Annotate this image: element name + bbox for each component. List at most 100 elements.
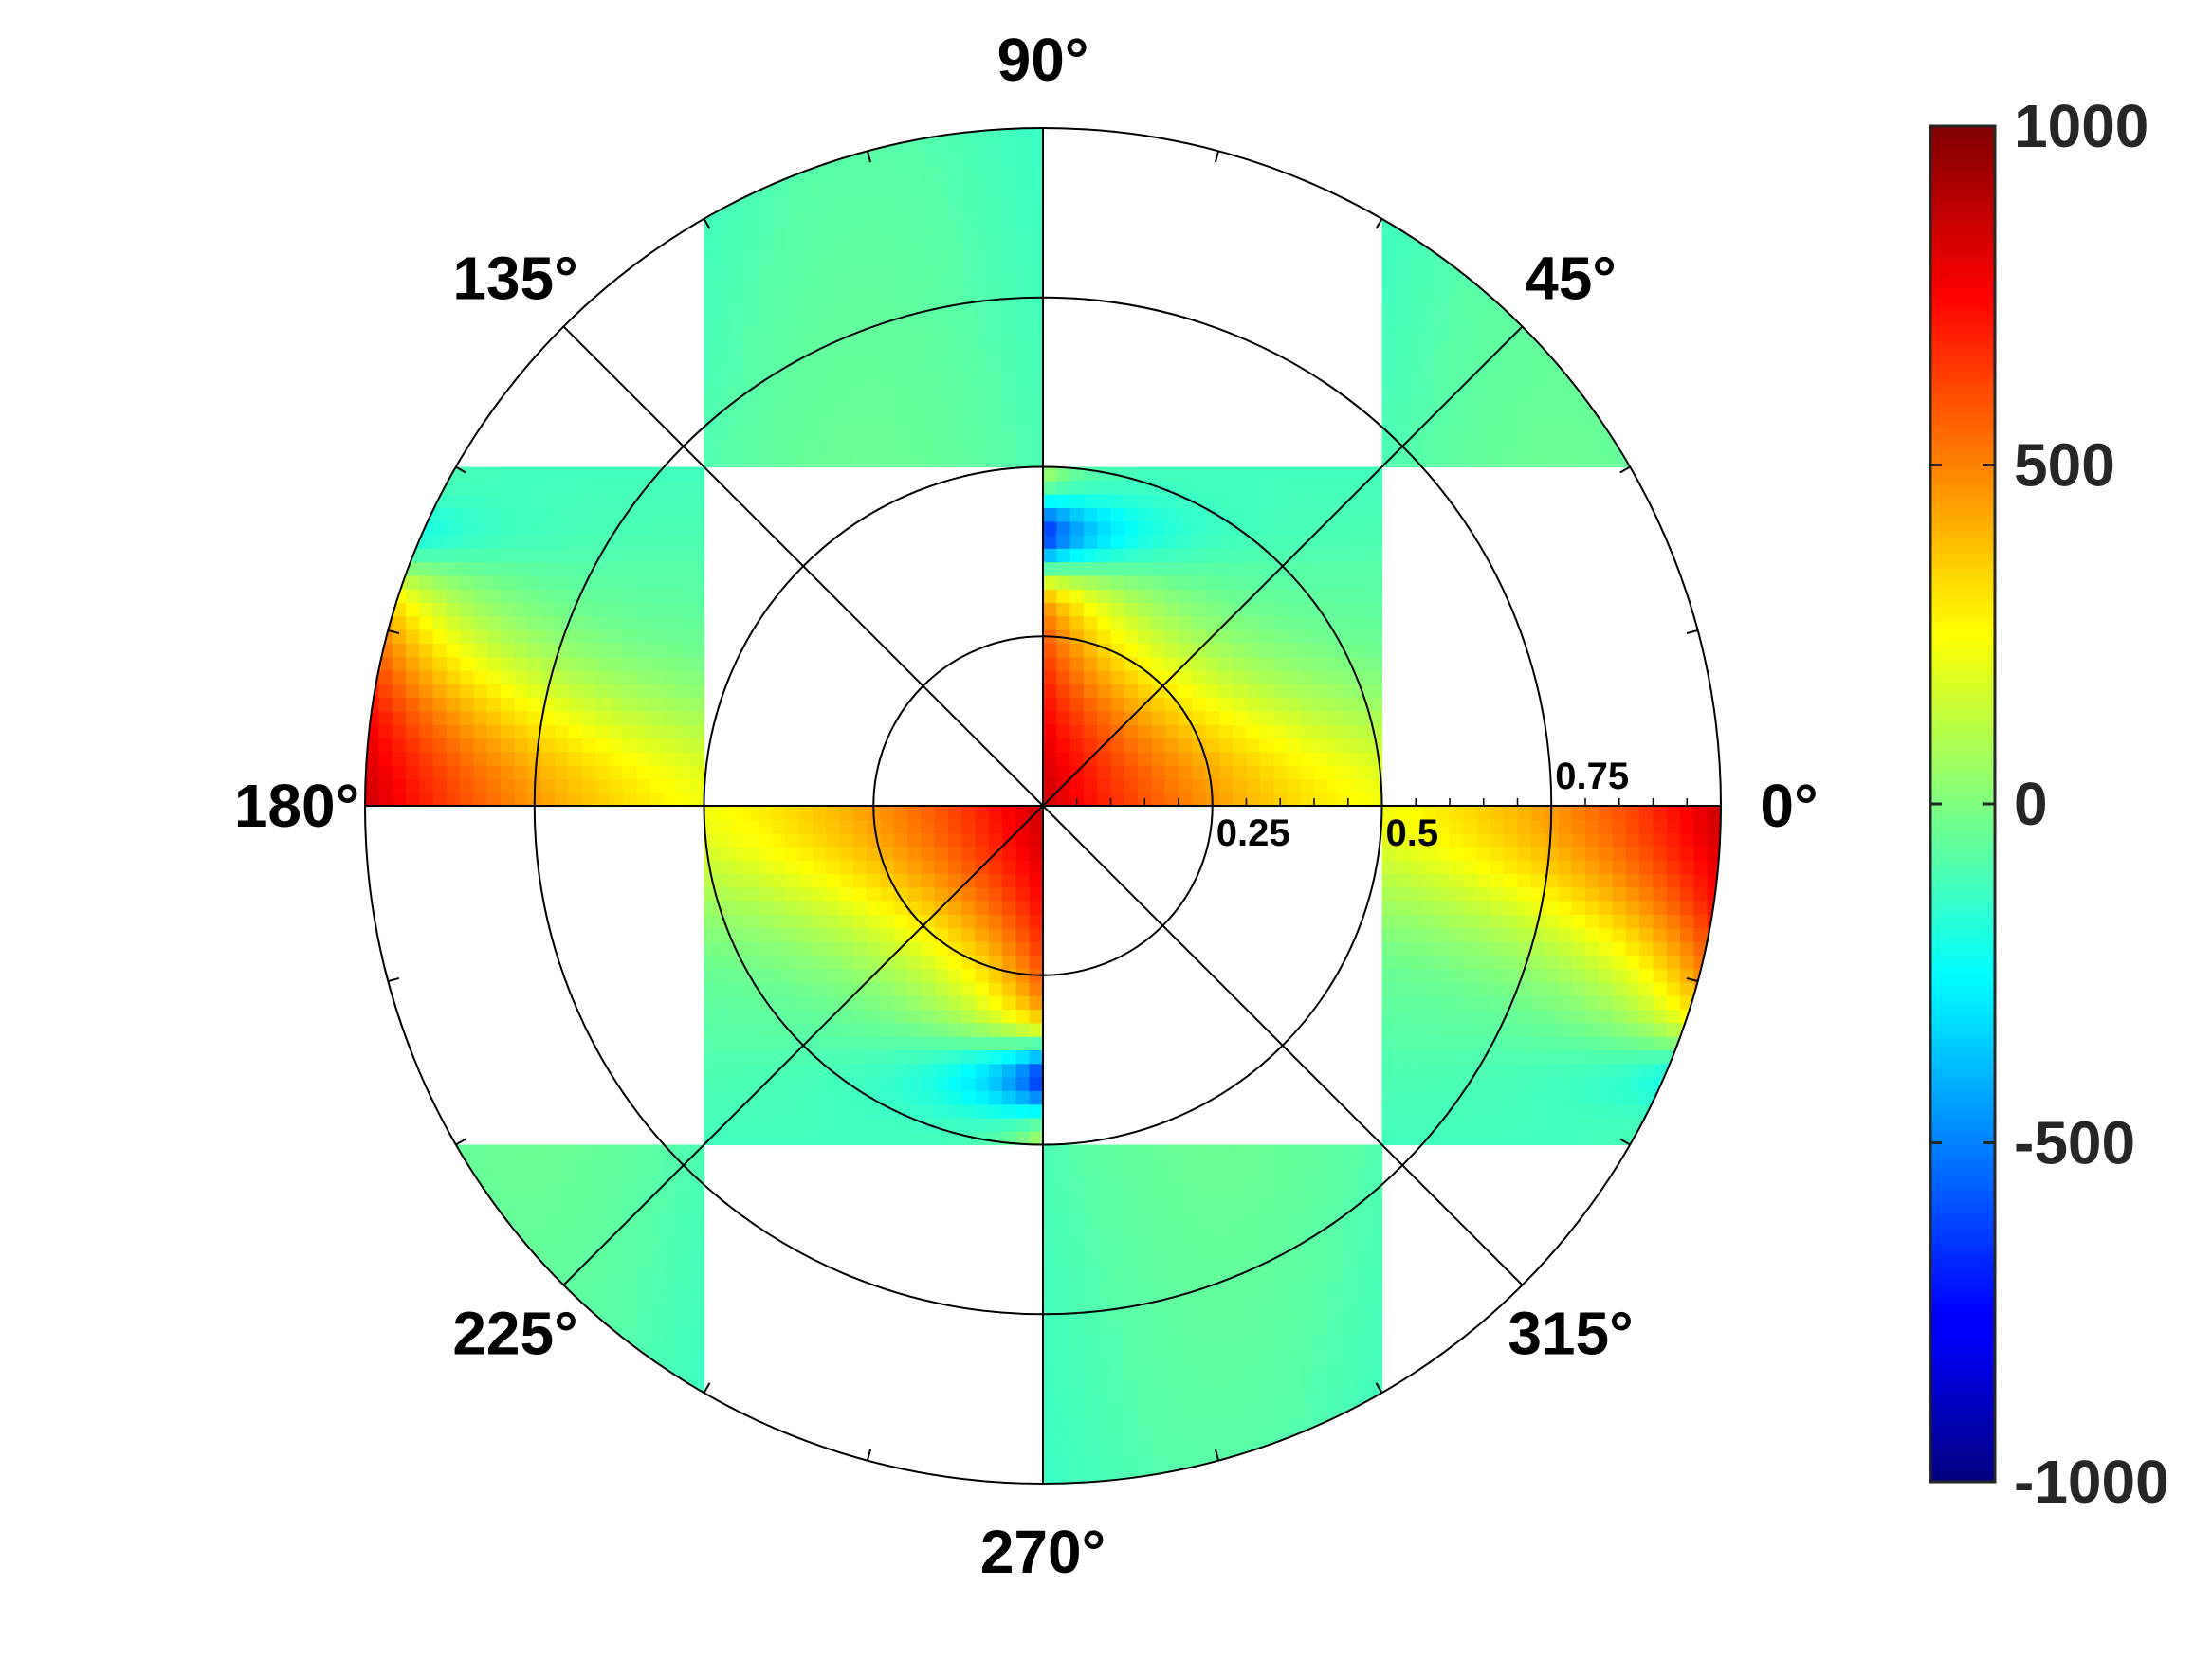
- heatmap-cell: [527, 697, 542, 712]
- heatmap-cell: [527, 494, 542, 508]
- heatmap-cell: [1530, 1049, 1545, 1065]
- heatmap-cell: [947, 155, 962, 170]
- heatmap-cell: [812, 318, 827, 333]
- heatmap-cell: [798, 995, 814, 1011]
- heatmap-cell: [1151, 1348, 1166, 1362]
- heatmap-cell: [1625, 1090, 1640, 1105]
- heatmap-cell: [1612, 873, 1627, 888]
- heatmap-cell: [1327, 670, 1343, 684]
- heatmap-cell: [1192, 1415, 1207, 1431]
- heatmap-cell: [1354, 1280, 1369, 1295]
- heatmap-cell: [893, 968, 908, 983]
- heatmap-cell: [744, 399, 759, 413]
- heatmap-cell: [867, 955, 881, 970]
- heatmap-cell: [961, 1090, 977, 1105]
- heatmap-cell: [744, 1009, 759, 1024]
- heatmap-cell: [1218, 656, 1234, 671]
- heatmap-cell: [446, 520, 461, 536]
- heatmap-cell: [921, 453, 936, 468]
- heatmap-cell: [907, 264, 922, 278]
- heatmap-cell: [880, 995, 895, 1011]
- heatmap-cell: [1259, 1280, 1274, 1295]
- heatmap-cell: [1666, 968, 1681, 983]
- heatmap-cell: [1246, 1280, 1261, 1295]
- heatmap-cell: [1341, 765, 1356, 779]
- heatmap-cell: [1327, 765, 1343, 779]
- heatmap-cell: [1259, 1375, 1274, 1390]
- heatmap-cell: [405, 602, 420, 617]
- heatmap-cell: [812, 1036, 827, 1050]
- heatmap-cell: [527, 548, 542, 563]
- heatmap-cell: [609, 751, 624, 766]
- heatmap-cell: [1435, 290, 1451, 305]
- heatmap-cell: [540, 765, 556, 779]
- heatmap-cell: [1056, 480, 1071, 495]
- heatmap-cell: [1476, 873, 1491, 888]
- heatmap-cell: [1653, 901, 1668, 915]
- heatmap-cell: [758, 1009, 773, 1024]
- heatmap-cell: [1666, 819, 1681, 834]
- heatmap-cell: [622, 1280, 637, 1295]
- heatmap-cell: [1259, 1361, 1274, 1376]
- heatmap-cell: [446, 710, 461, 725]
- heatmap-cell: [1368, 1321, 1383, 1336]
- heatmap-cell: [812, 819, 827, 834]
- heatmap-cell: [1571, 981, 1586, 996]
- heatmap-cell: [1233, 751, 1248, 766]
- heatmap-cell: [1354, 1267, 1369, 1282]
- heatmap-cell: [663, 1252, 678, 1267]
- heatmap-cell: [1179, 697, 1193, 712]
- heatmap-cell: [690, 1158, 705, 1173]
- heatmap-cell: [704, 1103, 719, 1119]
- heatmap-cell: [1015, 168, 1031, 183]
- heatmap-cell: [744, 873, 759, 888]
- heatmap-cell: [663, 561, 678, 576]
- heatmap-cell: [1015, 318, 1031, 333]
- heatmap-cell: [1530, 426, 1545, 441]
- heatmap-cell: [961, 236, 977, 251]
- heatmap-cell: [1490, 1077, 1505, 1091]
- heatmap-cell: [907, 182, 922, 197]
- heatmap-cell: [1179, 466, 1193, 482]
- heatmap-cell: [486, 684, 502, 699]
- heatmap-cell: [1639, 1036, 1654, 1050]
- heatmap-cell: [501, 480, 515, 495]
- heatmap-cell: [1599, 1077, 1614, 1091]
- heatmap-cell: [1056, 561, 1071, 576]
- heatmap-cell: [1435, 358, 1451, 373]
- heatmap-cell: [473, 738, 488, 753]
- heatmap-cell: [1233, 670, 1248, 684]
- heatmap-cell: [473, 507, 488, 522]
- heatmap-cell: [826, 453, 841, 468]
- heatmap-cell: [772, 873, 786, 888]
- heatmap-cell: [1571, 955, 1586, 970]
- heatmap-cell: [1571, 1103, 1586, 1119]
- heatmap-cell: [1246, 1293, 1261, 1308]
- heatmap-cell: [1341, 684, 1356, 699]
- heatmap-cell: [1164, 1198, 1179, 1213]
- heatmap-cell: [717, 209, 732, 224]
- heatmap-cell: [1287, 778, 1302, 793]
- heatmap-cell: [1097, 602, 1112, 617]
- heatmap-cell: [540, 1239, 556, 1254]
- heatmap-cell: [1151, 1456, 1166, 1471]
- heatmap-cell: [907, 209, 922, 224]
- heatmap-cell: [1056, 738, 1071, 753]
- heatmap-cell: [1517, 399, 1532, 413]
- heatmap-cell: [704, 331, 719, 346]
- heatmap-cell: [772, 901, 786, 915]
- heatmap-cell: [1273, 1239, 1288, 1254]
- heatmap-cell: [1205, 684, 1220, 699]
- heatmap-cell: [975, 886, 990, 902]
- heatmap-cell: [1368, 1375, 1383, 1390]
- heatmap-cell: [555, 615, 570, 630]
- heatmap-cell: [1612, 1009, 1627, 1024]
- heatmap-cell: [1450, 846, 1464, 861]
- heatmap-cell: [568, 1198, 583, 1213]
- heatmap-cell: [1571, 846, 1586, 861]
- heatmap-cell: [649, 615, 665, 630]
- heatmap-cell: [568, 466, 583, 482]
- heatmap-cell: [1571, 453, 1586, 468]
- heatmap-cell: [867, 1022, 881, 1037]
- heatmap-cell: [975, 318, 990, 333]
